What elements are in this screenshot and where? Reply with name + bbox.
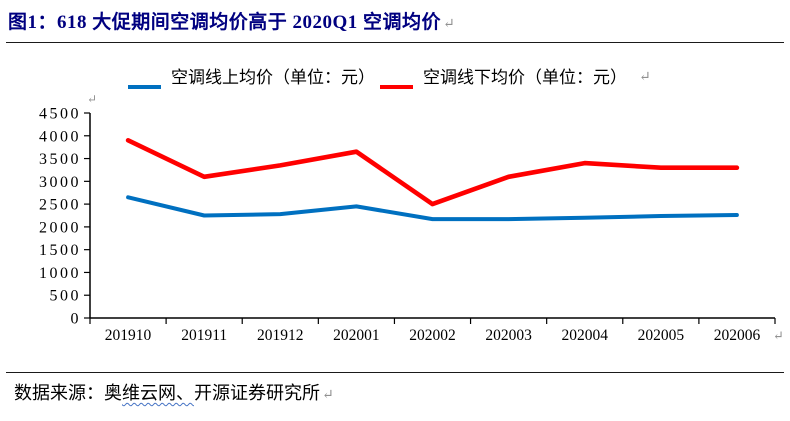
x-tick-label: 201910 [105, 327, 152, 344]
source-squiggle-text: 维云网、 [122, 383, 194, 403]
x-tick-label: 202003 [485, 327, 532, 344]
paragraph-return-icon: ↵ [87, 92, 98, 106]
y-tick-label: 4500 [39, 106, 81, 123]
offline-price-line [125, 138, 740, 207]
x-tick-label: 201911 [181, 327, 227, 344]
price-line-chart: 0 500 1000 1500 2000 2500 3000 3500 4000 4500 2019… [39, 106, 784, 345]
x-tick-label: 201912 [257, 327, 304, 344]
source-suffix: 开源证券研究所 [194, 383, 320, 403]
x-tick-label: 202002 [409, 327, 456, 344]
y-tick-label: 2500 [39, 197, 81, 214]
online-price-line [126, 195, 739, 222]
figure-title-text: 图1：618 大促期间空调均价高于 2020Q1 空调均价 [8, 12, 442, 33]
title-divider-line [6, 42, 784, 43]
source-prefix: 数据来源：奥 [14, 383, 122, 403]
y-tick-label: 500 [50, 288, 82, 305]
y-tick-label: 0 [71, 311, 82, 328]
legend-item-offline: 空调线下均价（单位：元） ↵ [380, 66, 651, 90]
y-tick-label: 1000 [39, 265, 81, 282]
paragraph-return-icon: ↵ [639, 70, 651, 85]
paragraph-return-icon: ↵ [443, 17, 456, 32]
y-tick-label: 3000 [39, 174, 81, 191]
y-tick-label: 2000 [39, 219, 81, 236]
data-source-note: 数据来源：奥维云网、开源证券研究所 ↵ [14, 379, 334, 405]
x-tick-label: 202001 [333, 327, 380, 344]
offline-series-swatch [380, 85, 413, 89]
legend-item-online: 空调线上均价（单位：元） [128, 66, 375, 90]
x-tick-label: 202006 [714, 327, 761, 344]
legend-label-online: 空调线上均价（单位：元） [171, 68, 375, 87]
paragraph-return-icon: ↵ [773, 328, 784, 343]
x-tick-label: 202004 [561, 327, 608, 344]
online-series-swatch [128, 85, 161, 89]
figure-title: 图1：618 大促期间空调均价高于 2020Q1 空调均价 ↵ [8, 7, 455, 34]
y-tick-label: 4000 [39, 128, 81, 145]
legend-label-offline: 空调线下均价（单位：元） [423, 68, 627, 87]
x-tick-label: 202005 [638, 327, 685, 344]
paragraph-return-icon: ↵ [322, 388, 334, 403]
y-tick-label: 3500 [39, 151, 81, 168]
y-tick-label: 1500 [39, 242, 81, 259]
footer-divider-line [6, 372, 784, 373]
